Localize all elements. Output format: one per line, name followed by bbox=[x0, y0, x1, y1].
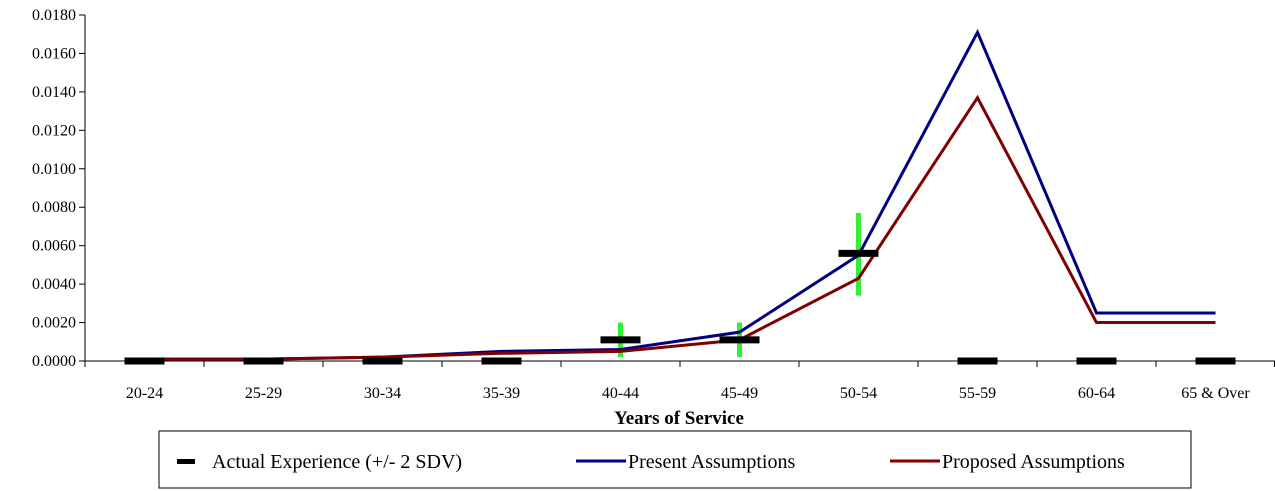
x-tick-label: 30-34 bbox=[364, 385, 401, 402]
y-tick-label: 0.0140 bbox=[32, 84, 76, 101]
x-tick-label: 20-24 bbox=[126, 385, 163, 402]
x-tick-label: 60-64 bbox=[1078, 385, 1115, 402]
y-tick-label: 0.0040 bbox=[32, 276, 76, 293]
proposed-assumptions-line bbox=[144, 94, 1216, 361]
legend-item-present: Present Assumptions bbox=[576, 451, 795, 473]
legend-box bbox=[158, 430, 1192, 489]
actual-experience-mark bbox=[124, 357, 165, 365]
actual-experience-mark bbox=[1076, 357, 1117, 365]
actual-experience-marks bbox=[124, 249, 1236, 365]
x-tick-label: 40-44 bbox=[602, 385, 639, 402]
y-tick-label: 0.0100 bbox=[32, 161, 76, 178]
x-tick-label: 35-39 bbox=[483, 385, 520, 402]
y-tick-label: 0.0020 bbox=[32, 315, 76, 332]
x-tick-label: 50-54 bbox=[840, 385, 877, 402]
y-axis: 0.0000 0.0020 0.0040 0.0060 0.0080 0.0100 0.01… bbox=[32, 7, 86, 370]
legend-item-actual: Actual Experience (+/- 2 SDV) bbox=[177, 451, 462, 473]
x-tick-label: 45-49 bbox=[721, 385, 758, 402]
actual-experience-mark bbox=[600, 336, 641, 344]
x-tick-label: 55-59 bbox=[959, 385, 996, 402]
y-tick-label: 0.0000 bbox=[32, 353, 76, 370]
actual-experience-mark bbox=[481, 357, 522, 365]
legend-label-present: Present Assumptions bbox=[628, 451, 795, 473]
x-axis-title: Years of Service bbox=[614, 408, 744, 429]
legend-label-actual: Actual Experience (+/- 2 SDV) bbox=[212, 451, 462, 473]
legend-swatch-actual bbox=[177, 459, 195, 464]
x-tick-label: 65 & Over bbox=[1181, 385, 1250, 402]
actual-experience-mark bbox=[719, 336, 760, 344]
present-assumptions-line bbox=[144, 28, 1216, 361]
legend-label-proposed: Proposed Assumptions bbox=[942, 451, 1125, 473]
actual-experience-mark bbox=[243, 357, 284, 365]
x-axis: 20-24 25-29 30-34 35-39 40-44 45-49 50-54 55-59… bbox=[84, 360, 1275, 402]
y-tick-label: 0.0080 bbox=[32, 199, 76, 216]
y-tick-label: 0.0120 bbox=[32, 122, 76, 139]
actual-experience-mark bbox=[362, 357, 403, 365]
actual-experience-mark bbox=[1195, 357, 1236, 365]
x-tick-label: 25-29 bbox=[245, 385, 282, 402]
error-bars bbox=[618, 212, 861, 358]
actual-experience-mark bbox=[957, 357, 998, 365]
y-tick-label: 0.0160 bbox=[32, 45, 76, 62]
y-tick-label: 0.0060 bbox=[32, 238, 76, 255]
series-lines bbox=[144, 28, 1216, 361]
legend: Actual Experience (+/- 2 SDV) Present As… bbox=[158, 430, 1192, 489]
actual-experience-mark bbox=[838, 249, 879, 257]
y-tick-label: 0.0180 bbox=[32, 7, 76, 24]
legend-item-proposed: Proposed Assumptions bbox=[890, 451, 1125, 473]
